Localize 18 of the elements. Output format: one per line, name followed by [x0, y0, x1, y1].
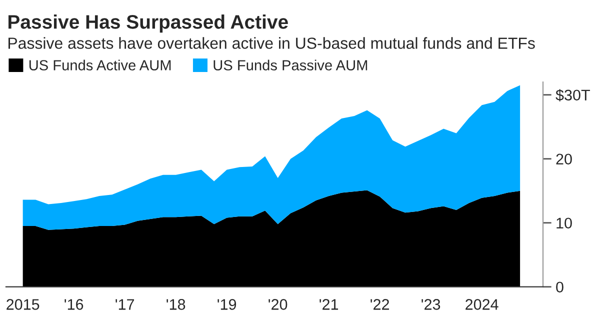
- x-tick-label: '17: [116, 299, 134, 310]
- x-tick-label: '18: [166, 299, 186, 310]
- y-tick-label: $30T: [556, 89, 590, 102]
- chart-title: Passive Has Surpassed Active: [8, 14, 288, 33]
- y-tick-label: 0: [556, 282, 564, 293]
- x-tick-label: '21: [320, 299, 338, 310]
- x-tick-label: '19: [218, 299, 236, 310]
- y-tick-label: 10: [556, 218, 572, 229]
- x-tick-label: '16: [64, 299, 84, 310]
- x-tick-label: 2024: [466, 299, 498, 310]
- chart-subtitle: Passive assets have overtaken active in US-based mutual funds and ETFs: [8, 37, 535, 49]
- x-tick-label: '22: [370, 299, 389, 310]
- x-tick-label: '20: [268, 299, 288, 310]
- x-tick-label: '23: [422, 299, 440, 310]
- y-tick-label: 20: [556, 154, 572, 165]
- x-tick-label: 2015: [6, 299, 40, 310]
- legend-label: US Funds Active AUM: [29, 60, 171, 70]
- legend-label: US Funds Passive AUM: [214, 60, 368, 70]
